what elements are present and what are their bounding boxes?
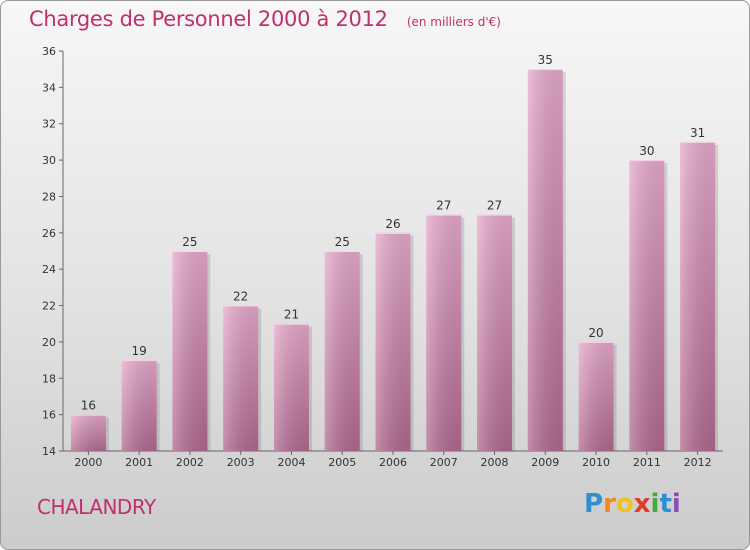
bar-highlight — [324, 251, 360, 451]
bar-highlight — [273, 323, 309, 451]
commune-name: CHALANDRY — [37, 495, 156, 519]
x-tick-label: 2003 — [227, 456, 255, 469]
bar-highlight — [527, 69, 563, 451]
bar-highlight — [426, 214, 462, 451]
bar-highlight — [70, 414, 106, 451]
y-tick-label: 14 — [42, 445, 56, 458]
bars — [70, 69, 719, 451]
y-tick-label: 28 — [42, 190, 56, 203]
chart-title: Charges de Personnel 2000 à 2012 — [29, 7, 388, 31]
data-label: 22 — [233, 290, 248, 304]
data-label: 27 — [487, 199, 502, 213]
x-tick-label: 2004 — [277, 456, 305, 469]
x-tick-label: 2009 — [531, 456, 559, 469]
data-label: 21 — [284, 308, 299, 322]
y-tick-label: 16 — [42, 409, 56, 422]
x-tick-label: 2000 — [74, 456, 102, 469]
data-label: 31 — [690, 126, 705, 140]
y-tick-label: 26 — [42, 227, 56, 240]
y-tick-label: 34 — [42, 81, 56, 94]
y-tick-label: 24 — [42, 263, 56, 276]
data-label: 20 — [588, 326, 603, 340]
y-tick-label: 32 — [42, 118, 56, 131]
bar-highlight — [477, 214, 513, 451]
y-tick-label: 20 — [42, 336, 56, 349]
proxiti-logo[interactable]: Proxiti — [584, 489, 681, 519]
x-tick-label: 2011 — [633, 456, 661, 469]
y-tick-label: 22 — [42, 300, 56, 313]
x-tick-label: 2001 — [125, 456, 153, 469]
x-tick-label: 2005 — [328, 456, 356, 469]
bar-highlight — [629, 160, 665, 451]
bar-highlight — [578, 341, 614, 451]
y-tick-label: 30 — [42, 154, 56, 167]
x-tick-label: 2007 — [430, 456, 458, 469]
data-label: 25 — [335, 235, 350, 249]
bar-highlight — [680, 141, 716, 451]
y-tick-label: 36 — [42, 45, 56, 58]
data-label: 35 — [538, 53, 553, 67]
x-tick-label: 2010 — [582, 456, 610, 469]
data-label: 19 — [132, 344, 147, 358]
x-tick-label: 2012 — [684, 456, 712, 469]
title-row: Charges de Personnel 2000 à 2012 (en mil… — [29, 7, 501, 31]
bar-highlight — [375, 232, 411, 451]
data-labels: 16 19 25 22 21 25 26 27 27 35 20 30 31 — [81, 53, 706, 412]
chart-subtitle: (en milliers d'€) — [406, 15, 501, 29]
bar-highlight — [172, 251, 208, 451]
data-label: 30 — [639, 144, 654, 158]
x-tick-label: 2002 — [176, 456, 204, 469]
data-label: 25 — [182, 235, 197, 249]
data-label: 26 — [385, 217, 400, 231]
data-label: 27 — [436, 199, 451, 213]
bar-highlight — [121, 360, 157, 451]
bar-highlight — [223, 305, 259, 451]
x-tick-label: 2008 — [481, 456, 509, 469]
axes: 14 16 18 20 22 24 26 28 30 32 34 36 2000 2001 2002 2003… — [42, 45, 723, 469]
y-tick-label: 18 — [42, 372, 56, 385]
x-tick-label: 2006 — [379, 456, 407, 469]
data-label: 16 — [81, 399, 96, 413]
